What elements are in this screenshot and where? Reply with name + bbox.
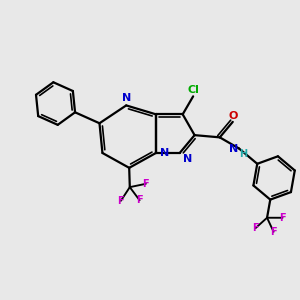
Text: O: O [228,111,237,121]
Text: N: N [229,143,238,154]
Text: F: F [279,213,286,223]
Text: Cl: Cl [187,85,199,95]
Text: F: F [142,179,149,189]
Text: F: F [118,196,124,206]
Text: F: F [252,223,259,233]
Text: H: H [239,149,247,159]
Text: F: F [270,227,277,237]
Text: N: N [160,148,170,158]
Text: N: N [122,93,131,103]
Text: F: F [136,195,143,205]
Text: N: N [183,154,192,164]
